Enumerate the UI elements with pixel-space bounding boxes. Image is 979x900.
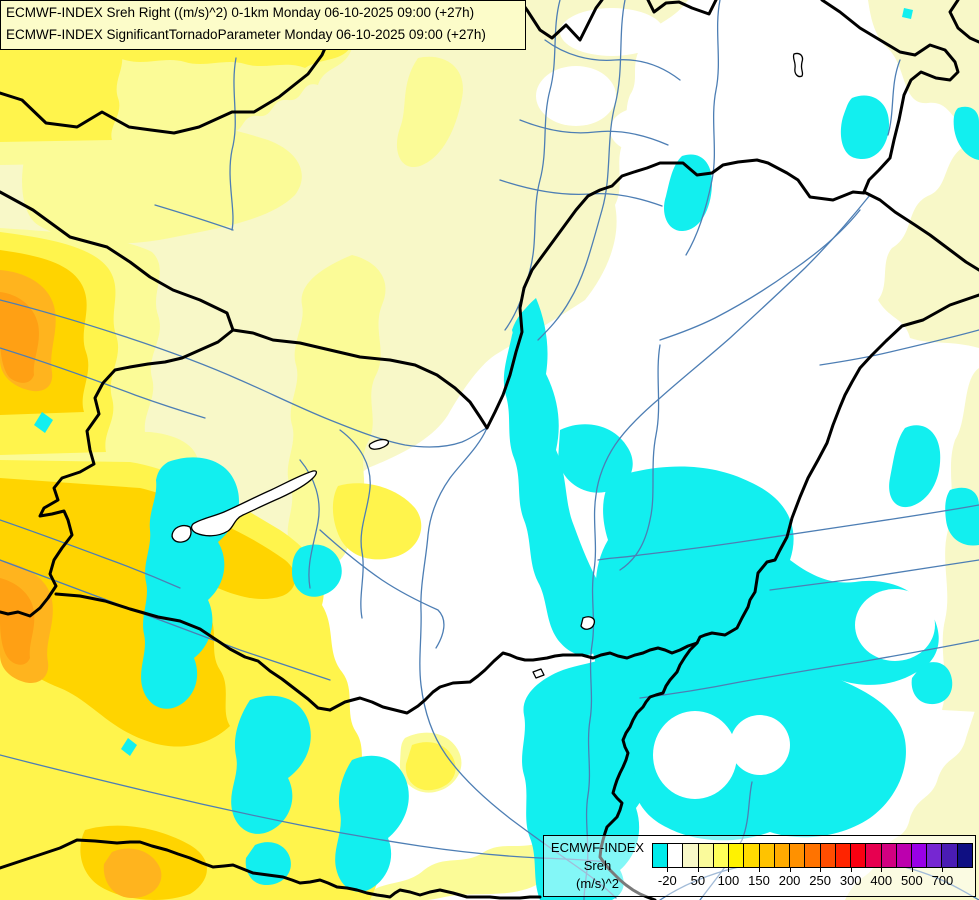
map-title-line1: ECMWF-INDEX Sreh Right ((m/s)^2) 0-1km M… [6, 5, 475, 20]
legend-color-cell [682, 844, 698, 867]
legend-tick-label: 700 [931, 873, 954, 888]
lake-keszthely-bay [171, 525, 192, 543]
legend-tick-label: 200 [778, 873, 801, 888]
lake-small [532, 668, 545, 679]
legend-tick [820, 867, 822, 872]
legend-product-label: ECMWF-INDEX [550, 840, 645, 855]
lake-tisza [580, 616, 596, 630]
legend-color-cell [667, 844, 683, 867]
legend-color-cell [910, 844, 927, 867]
legend-color-cell [865, 844, 881, 867]
map-title-box: ECMWF-INDEX Sreh Right ((m/s)^2) 0-1km M… [0, 0, 526, 50]
legend-color-cell [926, 844, 942, 867]
legend-color-cell [941, 844, 957, 867]
legend-colorbar [652, 843, 973, 868]
legend-color-cell [773, 844, 790, 867]
legend-tick [789, 867, 791, 872]
legend-box: ECMWF-INDEX Sreh (m/s)^2 -20 50 100 150 200 2… [543, 835, 976, 897]
legend-tick-label: 150 [748, 873, 770, 888]
legend-label-block: ECMWF-INDEX Sreh (m/s)^2 [544, 839, 651, 893]
legend-color-cell [850, 844, 866, 867]
lakes [171, 52, 804, 679]
legend-color-cell [880, 844, 896, 867]
lake-ne-reservoir [792, 52, 804, 78]
legend-tick-label: -20 [657, 873, 677, 888]
legend-tick [942, 867, 944, 872]
legend-tick [697, 867, 699, 872]
legend-tick-label: 300 [839, 873, 862, 888]
legend-tick [728, 867, 730, 872]
lake-velence [368, 438, 390, 450]
legend-color-cell [804, 844, 820, 867]
legend-color-cell [697, 844, 713, 867]
legend-tick [850, 867, 852, 872]
legend-tick-label: 250 [809, 873, 831, 888]
legend-tick-label: 50 [690, 873, 706, 888]
legend-tick [911, 867, 913, 872]
legend-color-cell [743, 844, 759, 867]
legend-color-cell [819, 844, 835, 867]
cyan-negative-regions [34, 8, 979, 900]
legend-units-label: (m/s)^2 [576, 876, 619, 891]
legend-tick [667, 867, 669, 872]
legend-tick-label: 400 [870, 873, 893, 888]
map-title-line2: ECMWF-INDEX SignificantTornadoParameter … [6, 27, 486, 42]
legend-color-cell [712, 844, 729, 867]
legend-color-cell [956, 844, 972, 867]
legend-color-cell [758, 844, 774, 867]
legend-ticks [652, 867, 973, 872]
legend-tick-label: 100 [717, 873, 740, 888]
legend-color-cell [895, 844, 911, 867]
legend-color-cell [653, 844, 668, 867]
lake-balaton [190, 470, 318, 537]
legend-tick [881, 867, 883, 872]
legend-color-cell [834, 844, 851, 867]
legend-tick [759, 867, 760, 872]
legend-tick-labels: -20 50 100 150 200 250 300 400 500 700 [652, 873, 973, 891]
legend-color-cell [789, 844, 805, 867]
legend-color-cell [728, 844, 744, 867]
legend-tick-label: 500 [900, 873, 923, 888]
legend-parameter-label: Sreh [583, 858, 612, 873]
